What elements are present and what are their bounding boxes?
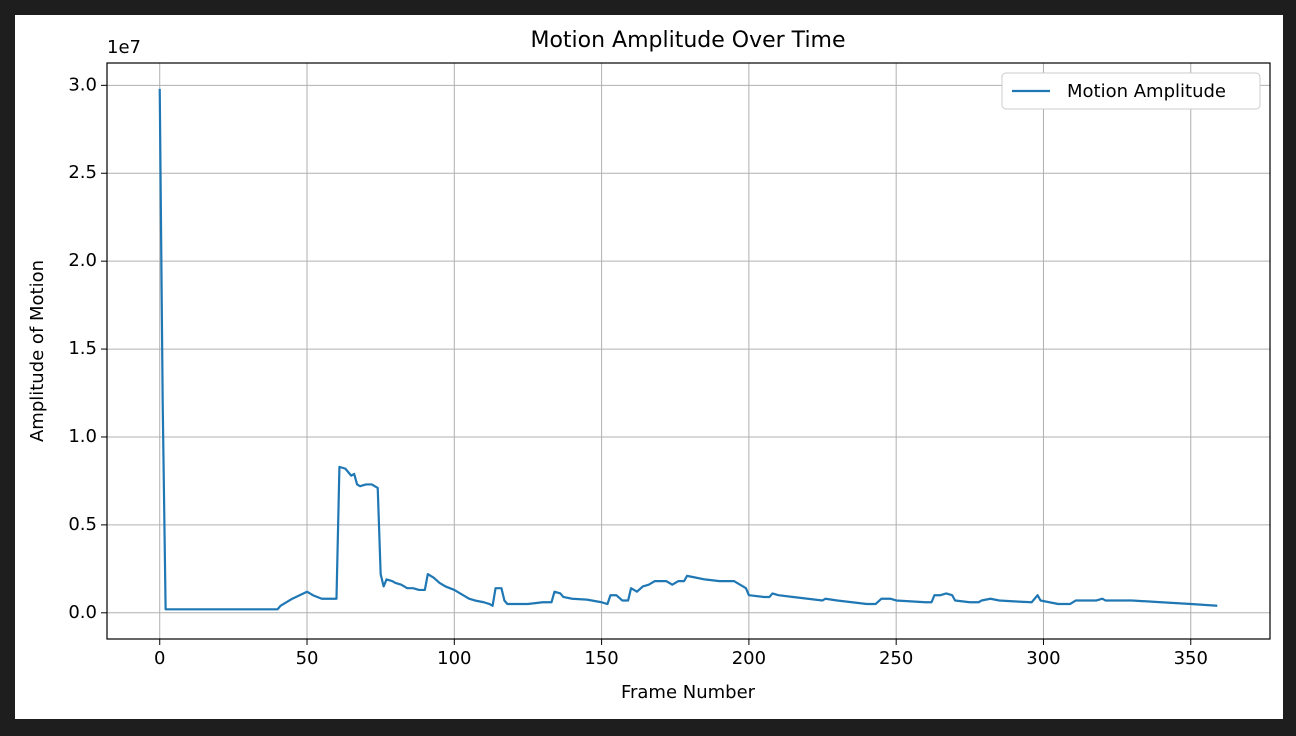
y-tick-label: 1.5 (68, 338, 97, 359)
x-tick-label: 300 (1026, 648, 1060, 669)
chart-title: Motion Amplitude Over Time (530, 28, 845, 53)
y-tick-label: 2.5 (68, 162, 97, 183)
x-axis-label: Frame Number (621, 682, 756, 703)
x-tick-label: 100 (437, 648, 471, 669)
x-tick-label: 200 (732, 648, 766, 669)
y-tick-label: 1.0 (68, 426, 97, 447)
legend-box (1001, 72, 1261, 110)
y-tick-label: 3.0 (68, 74, 97, 95)
y-tick-label: 2.0 (68, 250, 97, 271)
y-tick-label: 0.5 (68, 514, 97, 535)
x-tick-label: 50 (296, 648, 319, 669)
plot-frame (106, 62, 1271, 640)
x-tick-label: 0 (154, 648, 165, 669)
y-offset-label: 1e7 (107, 37, 141, 58)
x-tick-label: 150 (584, 648, 618, 669)
y-axis-label: Amplitude of Motion (27, 260, 48, 442)
legend-label: Motion Amplitude (1067, 81, 1226, 102)
figure (15, 15, 1283, 719)
y-tick-label: 0.0 (68, 602, 97, 623)
x-tick-label: 350 (1174, 648, 1208, 669)
data-line (158, 88, 1218, 611)
x-tick-label: 250 (879, 648, 913, 669)
